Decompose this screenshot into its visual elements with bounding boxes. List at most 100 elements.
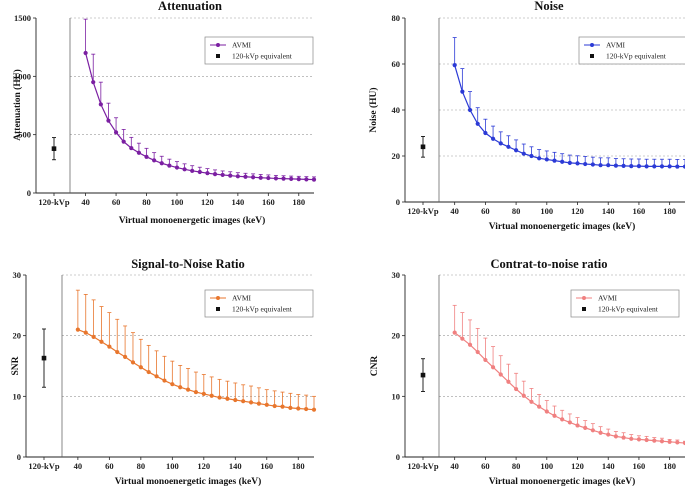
data-point — [483, 130, 488, 136]
data-point — [170, 382, 175, 387]
data-point — [121, 139, 126, 144]
data-point — [490, 136, 496, 141]
legend: AVMI 120-kVp equivalent — [204, 289, 314, 318]
x-tick-label: 60 — [481, 461, 490, 471]
data-point — [159, 161, 164, 166]
series-line-avmi — [454, 64, 685, 168]
data-point — [115, 349, 120, 355]
y-axis-label: Noise (HU) — [368, 87, 379, 132]
y-tick-label: 20 — [392, 151, 401, 161]
series-line-avmi — [454, 332, 685, 444]
x-tick-label: 140 — [602, 206, 615, 216]
x-tick-label: 180 — [292, 461, 305, 471]
x-tick-label: 60 — [112, 197, 121, 207]
x-tick-label: 120 — [201, 197, 214, 207]
data-point — [280, 404, 285, 409]
x-tick-label: 140 — [602, 461, 615, 471]
data-point — [644, 164, 649, 169]
y-tick-label: 40 — [392, 105, 401, 115]
x-tick-label: 160 — [260, 461, 273, 471]
data-point — [659, 439, 665, 444]
data-point — [467, 342, 473, 347]
legend-label-avmi: AVMI — [598, 294, 618, 303]
data-point — [682, 440, 685, 446]
x-tick-label: 160 — [633, 461, 646, 471]
data-point — [529, 153, 534, 159]
legend-marker-avmi — [582, 296, 586, 300]
data-point — [91, 80, 96, 85]
data-point — [162, 378, 167, 383]
y-axis-label: SNR — [11, 356, 21, 375]
x-tick-label: 180 — [663, 461, 676, 471]
chart-panel-2: 0 20 40 60 80 40 60 80 100 120 140 160 180 120-kVp Noi… — [368, 0, 685, 232]
x-tick-label: 160 — [262, 197, 275, 207]
data-point — [613, 163, 619, 168]
ref-category-label: 120-kVp — [28, 461, 59, 471]
legend-box — [570, 289, 680, 318]
ref-category-label: 120-kVp — [38, 197, 69, 207]
data-point — [621, 435, 626, 440]
data-point — [136, 150, 142, 155]
x-tick-label: 180 — [292, 197, 305, 207]
data-point — [452, 330, 457, 335]
data-point — [598, 430, 603, 435]
data-point — [98, 102, 103, 107]
data-point — [289, 176, 294, 181]
data-point — [552, 158, 557, 163]
x-tick-label: 140 — [231, 197, 244, 207]
data-point — [682, 164, 685, 169]
data-point — [250, 175, 256, 180]
y-tick-label: 30 — [392, 270, 401, 280]
x-tick-label: 120 — [571, 206, 584, 216]
legend-box — [204, 36, 314, 65]
data-point — [460, 89, 465, 94]
x-tick-label: 40 — [74, 461, 83, 471]
series-line-avmi — [85, 52, 315, 181]
chart-title: Contrat-to-noise ratio — [491, 257, 608, 271]
ref-data-point — [420, 144, 426, 150]
x-tick-label: 60 — [105, 461, 114, 471]
data-point — [513, 148, 519, 153]
data-point — [264, 402, 269, 407]
data-point — [521, 151, 526, 156]
data-point — [99, 339, 104, 344]
legend-label-avmi: AVMI — [606, 41, 626, 50]
y-tick-label: 10 — [13, 391, 22, 401]
data-point — [675, 440, 680, 445]
data-point — [552, 413, 557, 418]
y-tick-label: 0 — [17, 452, 21, 462]
y-axis-label: Attenuation (HU) — [12, 69, 23, 141]
y-tick-label: 20 — [392, 331, 401, 341]
data-point — [205, 171, 210, 176]
data-point — [575, 161, 580, 166]
data-point — [228, 173, 233, 178]
y-tick-label: 30 — [13, 270, 22, 280]
y-tick-label: 60 — [392, 59, 401, 69]
data-point — [248, 400, 254, 405]
data-point — [567, 160, 572, 165]
data-point — [106, 118, 111, 123]
y-tick-label: 0 — [396, 452, 400, 462]
data-point — [636, 164, 642, 169]
x-axis-label: Virtual monoenergetic images (keV) — [489, 476, 636, 487]
data-point — [675, 164, 680, 169]
data-point — [258, 175, 263, 180]
ref-data-point — [51, 146, 57, 151]
x-axis-label: Virtual monoenergetic images (keV) — [489, 221, 636, 232]
data-point — [590, 428, 595, 433]
data-point — [129, 145, 134, 151]
chart-title: Noise — [534, 0, 564, 13]
data-point — [272, 403, 277, 409]
x-tick-label: 40 — [450, 461, 459, 471]
y-tick-label: 500 — [18, 130, 31, 140]
x-tick-label: 40 — [450, 206, 459, 216]
y-axis-label: CNR — [370, 356, 380, 377]
data-point — [311, 177, 317, 182]
data-point — [652, 164, 657, 169]
data-point — [167, 163, 172, 168]
legend-marker-ref — [216, 54, 220, 58]
data-point — [583, 161, 588, 167]
legend-label-ref: 120-kVp equivalent — [598, 305, 659, 314]
ref-data-point — [41, 355, 47, 361]
legend-label-avmi: AVMI — [232, 294, 252, 303]
